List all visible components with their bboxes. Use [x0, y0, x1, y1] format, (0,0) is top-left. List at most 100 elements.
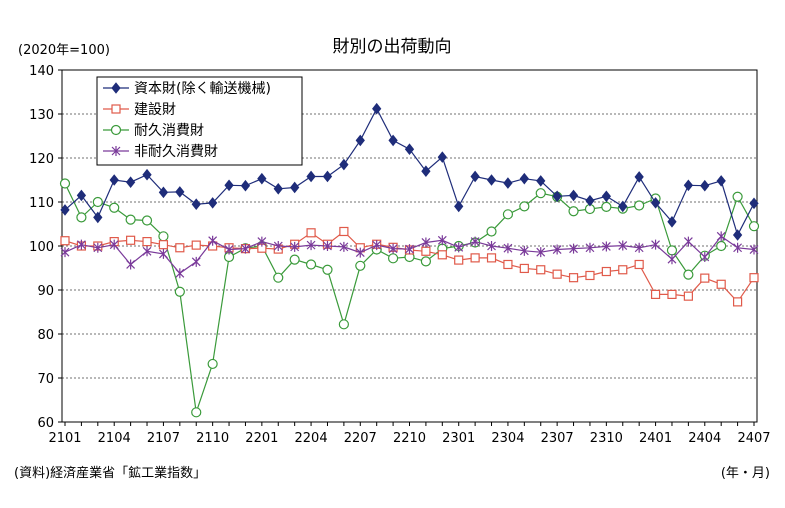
data-point [322, 170, 333, 183]
data-point [76, 212, 87, 223]
data-point [76, 239, 86, 250]
data-point [700, 273, 710, 283]
x-tick-label: 2404 [688, 431, 721, 446]
y-tick-label: 90 [37, 284, 54, 299]
data-point [519, 172, 529, 185]
data-point [273, 182, 283, 195]
legend-item: 非耐久消費財 [103, 144, 218, 160]
data-point [732, 229, 743, 241]
data-point [175, 268, 185, 279]
legend-marker [111, 104, 121, 114]
legend-box [96, 76, 303, 166]
data-point [634, 259, 644, 270]
data-point [454, 242, 464, 253]
data-point [323, 241, 332, 251]
series-1 [60, 102, 759, 241]
x-tick-label: 2201 [245, 431, 278, 446]
data-point [536, 175, 546, 187]
legend-marker [111, 82, 121, 94]
data-point [76, 189, 87, 202]
data-point [388, 134, 398, 147]
data-point [552, 269, 562, 279]
data-point [634, 171, 644, 183]
data-point [749, 197, 759, 210]
series-layer [59, 102, 760, 418]
data-point [158, 186, 169, 199]
data-point [437, 235, 447, 246]
y-tick-label: 100 [29, 240, 54, 255]
data-point [470, 170, 480, 183]
data-point [306, 240, 316, 251]
x-tick-label: 2110 [196, 431, 229, 446]
data-point [339, 226, 349, 237]
data-point [257, 236, 267, 247]
data-point [158, 240, 169, 250]
data-point [339, 158, 349, 171]
data-point [289, 254, 300, 265]
data-point [306, 170, 316, 183]
legend-item: 資本財(除く輸送機械) [103, 81, 271, 97]
data-point [601, 190, 611, 203]
data-point [305, 259, 317, 270]
data-point [486, 174, 497, 186]
data-point [158, 231, 169, 242]
data-point [191, 240, 201, 250]
data-point [126, 235, 136, 245]
data-point [387, 253, 399, 264]
x-tick-label: 2301 [442, 431, 475, 446]
data-point [141, 215, 153, 226]
data-point [421, 165, 431, 178]
data-point [667, 289, 677, 299]
data-point [650, 197, 661, 209]
data-point [109, 202, 120, 213]
data-point [700, 252, 710, 262]
data-point [601, 266, 611, 277]
legend-item: 建設財 [103, 102, 176, 118]
data-point [191, 407, 202, 418]
data-point [618, 265, 628, 275]
data-point [748, 221, 760, 232]
data-point [503, 243, 513, 254]
data-point [338, 319, 349, 330]
data-point [749, 273, 759, 283]
data-point [716, 240, 727, 252]
data-point [142, 168, 152, 181]
data-point [257, 172, 267, 185]
data-point [191, 256, 201, 267]
data-point [355, 134, 365, 147]
data-point [503, 259, 513, 270]
data-point [568, 206, 579, 217]
data-point [666, 245, 678, 256]
data-point [634, 200, 645, 211]
data-point [175, 186, 185, 198]
data-point [306, 228, 316, 238]
data-point [683, 236, 693, 247]
series-line [64, 230, 755, 303]
data-point [125, 214, 136, 225]
y-tick-label: 110 [29, 196, 54, 211]
x-axis-ticks: 2101 2104 2107 2110 2201 2204 2207 2210 2301 2304… [48, 422, 771, 446]
data-point [535, 188, 546, 199]
data-point [519, 263, 529, 274]
data-point [536, 247, 546, 258]
data-point [618, 200, 628, 213]
data-point [174, 286, 185, 297]
data-point [290, 181, 300, 194]
data-point [421, 246, 431, 256]
data-point [519, 201, 530, 212]
data-point [241, 243, 250, 254]
data-point [372, 240, 382, 251]
data-point [159, 248, 168, 259]
y-axis-ticks: 60 70 80 90 100 110 120 130 140 [29, 64, 62, 431]
data-point [650, 289, 661, 299]
data-point [355, 260, 366, 271]
data-point [405, 244, 414, 255]
data-point [93, 242, 103, 253]
x-tick-label: 2210 [393, 431, 426, 446]
data-point [716, 231, 726, 242]
data-point [207, 358, 218, 370]
data-point [519, 245, 529, 256]
data-point [208, 197, 218, 209]
